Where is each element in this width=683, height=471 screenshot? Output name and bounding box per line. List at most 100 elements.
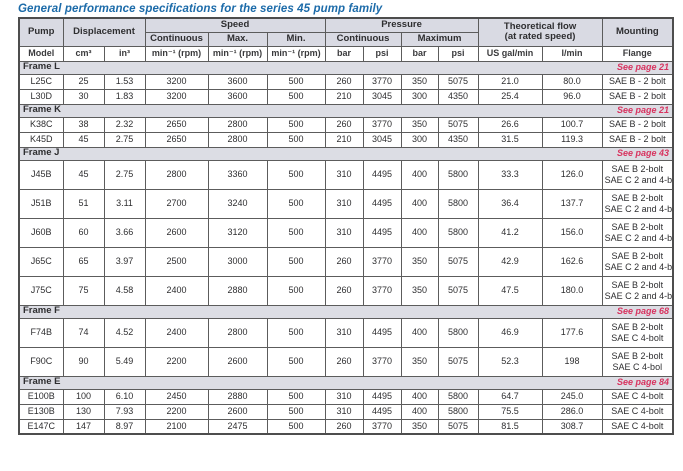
value-cell: 2600 (144, 217, 209, 248)
value-cell: 400 (400, 159, 439, 190)
frame-section-cell: Frame L See page 21 (18, 60, 674, 75)
value-cell: 96.0 (541, 88, 603, 105)
table-row: E147C 147 8.97 2100 2475 500 260 3770 350 5075 81.… (18, 418, 674, 435)
value-cell: 65 (62, 246, 105, 277)
value-cell: 21.0 (477, 73, 543, 90)
value-cell: 400 (400, 388, 439, 405)
value-cell: 500 (266, 131, 326, 148)
value-cell: 350 (400, 346, 439, 377)
value-cell: 42.9 (477, 246, 543, 277)
value-cell: 126.0 (541, 159, 603, 190)
value-cell: 210 (324, 88, 364, 105)
value-cell: 308.7 (541, 418, 603, 435)
value-cell: 2800 (144, 159, 209, 190)
unit-cell-3: min⁻¹ (rpm) (144, 45, 209, 62)
model-cell: E130B (18, 403, 64, 420)
value-cell: 147 (62, 418, 105, 435)
unit-cell-0: Model (18, 45, 64, 62)
value-cell: 5.49 (103, 346, 146, 377)
value-cell: 47.5 (477, 275, 543, 306)
value-cell: 2.75 (103, 159, 146, 190)
model-cell: J65C (18, 246, 64, 277)
mounting-cell: SAE B - 2 bolt (601, 88, 674, 105)
value-cell: 46.9 (477, 317, 543, 348)
table-row: J75C 75 4.58 2400 2880 500 260 3770 350 5075 47.5 1… (18, 275, 674, 306)
model-cell: E147C (18, 418, 64, 435)
table-body: Frame L See page 21 L25C 25 1.53 3200 3600 500 2… (18, 60, 674, 435)
see-page-link[interactable]: See page 68 (617, 306, 670, 317)
value-cell: 300 (400, 88, 439, 105)
model-cell: J45B (18, 159, 64, 190)
value-cell: 100.7 (541, 116, 603, 133)
flow-header-line2: (at rated speed) (504, 31, 576, 43)
frame-section-cell: Frame J See page 43 (18, 146, 674, 161)
value-cell: 400 (400, 188, 439, 219)
table-row: E100B 100 6.10 2450 2880 500 310 4495 400 5800 64.… (18, 388, 674, 405)
value-cell: 5075 (437, 73, 479, 90)
value-cell: 74 (62, 317, 105, 348)
value-cell: 5800 (437, 388, 479, 405)
value-cell: 3770 (362, 346, 402, 377)
table-row: J45B 45 2.75 2800 3360 500 310 4495 400 5800 33.3 1… (18, 159, 674, 190)
value-cell: 260 (324, 73, 364, 90)
table-row: K45D 45 2.75 2650 2800 500 210 3045 300 4350 31.5 1… (18, 131, 674, 148)
value-cell: 5075 (437, 246, 479, 277)
value-cell: 8.97 (103, 418, 146, 435)
value-cell: 137.7 (541, 188, 603, 219)
unit-cell-2: in³ (103, 45, 146, 62)
table-header: Pump Displacement Speed Pressure Theoret… (18, 17, 674, 62)
value-cell: 177.6 (541, 317, 603, 348)
mounting-cell: SAE C 4-bolt (601, 418, 674, 435)
see-page-link[interactable]: See page 43 (617, 148, 670, 159)
value-cell: 119.3 (541, 131, 603, 148)
table-row: E130B 130 7.93 2200 2600 500 310 4495 400 5800 75.… (18, 403, 674, 420)
value-cell: 5075 (437, 346, 479, 377)
table-row: L25C 25 1.53 3200 3600 500 260 3770 350 5075 21.0 8… (18, 73, 674, 90)
value-cell: 210 (324, 131, 364, 148)
unit-cell-9: psi (437, 45, 479, 62)
mounting-cell: SAE B - 2 bolt (601, 116, 674, 133)
table-row: J51B 51 3.11 2700 3240 500 310 4495 400 5800 36.4 1… (18, 188, 674, 219)
frame-name: Frame K (23, 104, 62, 116)
value-cell: 400 (400, 403, 439, 420)
value-cell: 3.11 (103, 188, 146, 219)
see-page-link[interactable]: See page 21 (617, 62, 670, 73)
value-cell: 2600 (207, 403, 268, 420)
subheader-pressure-continuous: Continuous (324, 31, 402, 47)
value-cell: 310 (324, 317, 364, 348)
value-cell: 300 (400, 131, 439, 148)
value-cell: 156.0 (541, 217, 603, 248)
see-page-link[interactable]: See page 21 (617, 105, 670, 116)
value-cell: 2400 (144, 317, 209, 348)
value-cell: 26.6 (477, 116, 543, 133)
value-cell: 260 (324, 246, 364, 277)
mounting-cell: SAE C 4-bolt (601, 388, 674, 405)
value-cell: 3240 (207, 188, 268, 219)
table-row: K38C 38 2.32 2650 2800 500 260 3770 350 5075 26.6 1… (18, 116, 674, 133)
see-page-link[interactable]: See page 84 (617, 377, 670, 388)
model-cell: K45D (18, 131, 64, 148)
value-cell: 4.52 (103, 317, 146, 348)
value-cell: 2.75 (103, 131, 146, 148)
col-header-displacement: Displacement (62, 17, 146, 47)
value-cell: 3770 (362, 73, 402, 90)
value-cell: 350 (400, 73, 439, 90)
units-row: Model cm³ in³ min⁻¹ (rpm) min⁻¹ (rpm) min⁻¹ (… (18, 45, 674, 62)
frame-name: Frame E (23, 376, 61, 388)
value-cell: 2650 (144, 131, 209, 148)
value-cell: 41.2 (477, 217, 543, 248)
value-cell: 5800 (437, 217, 479, 248)
subheader-speed-max: Max. (207, 31, 268, 47)
value-cell: 2880 (207, 275, 268, 306)
frame-section-cell: Frame F See page 68 (18, 304, 674, 319)
value-cell: 60 (62, 217, 105, 248)
subheader-speed-continuous: Continuous (144, 31, 209, 47)
value-cell: 3770 (362, 275, 402, 306)
unit-cell-4: min⁻¹ (rpm) (207, 45, 268, 62)
value-cell: 400 (400, 217, 439, 248)
table-row: F74B 74 4.52 2400 2800 500 310 4495 400 5800 46.9 1… (18, 317, 674, 348)
value-cell: 3770 (362, 116, 402, 133)
